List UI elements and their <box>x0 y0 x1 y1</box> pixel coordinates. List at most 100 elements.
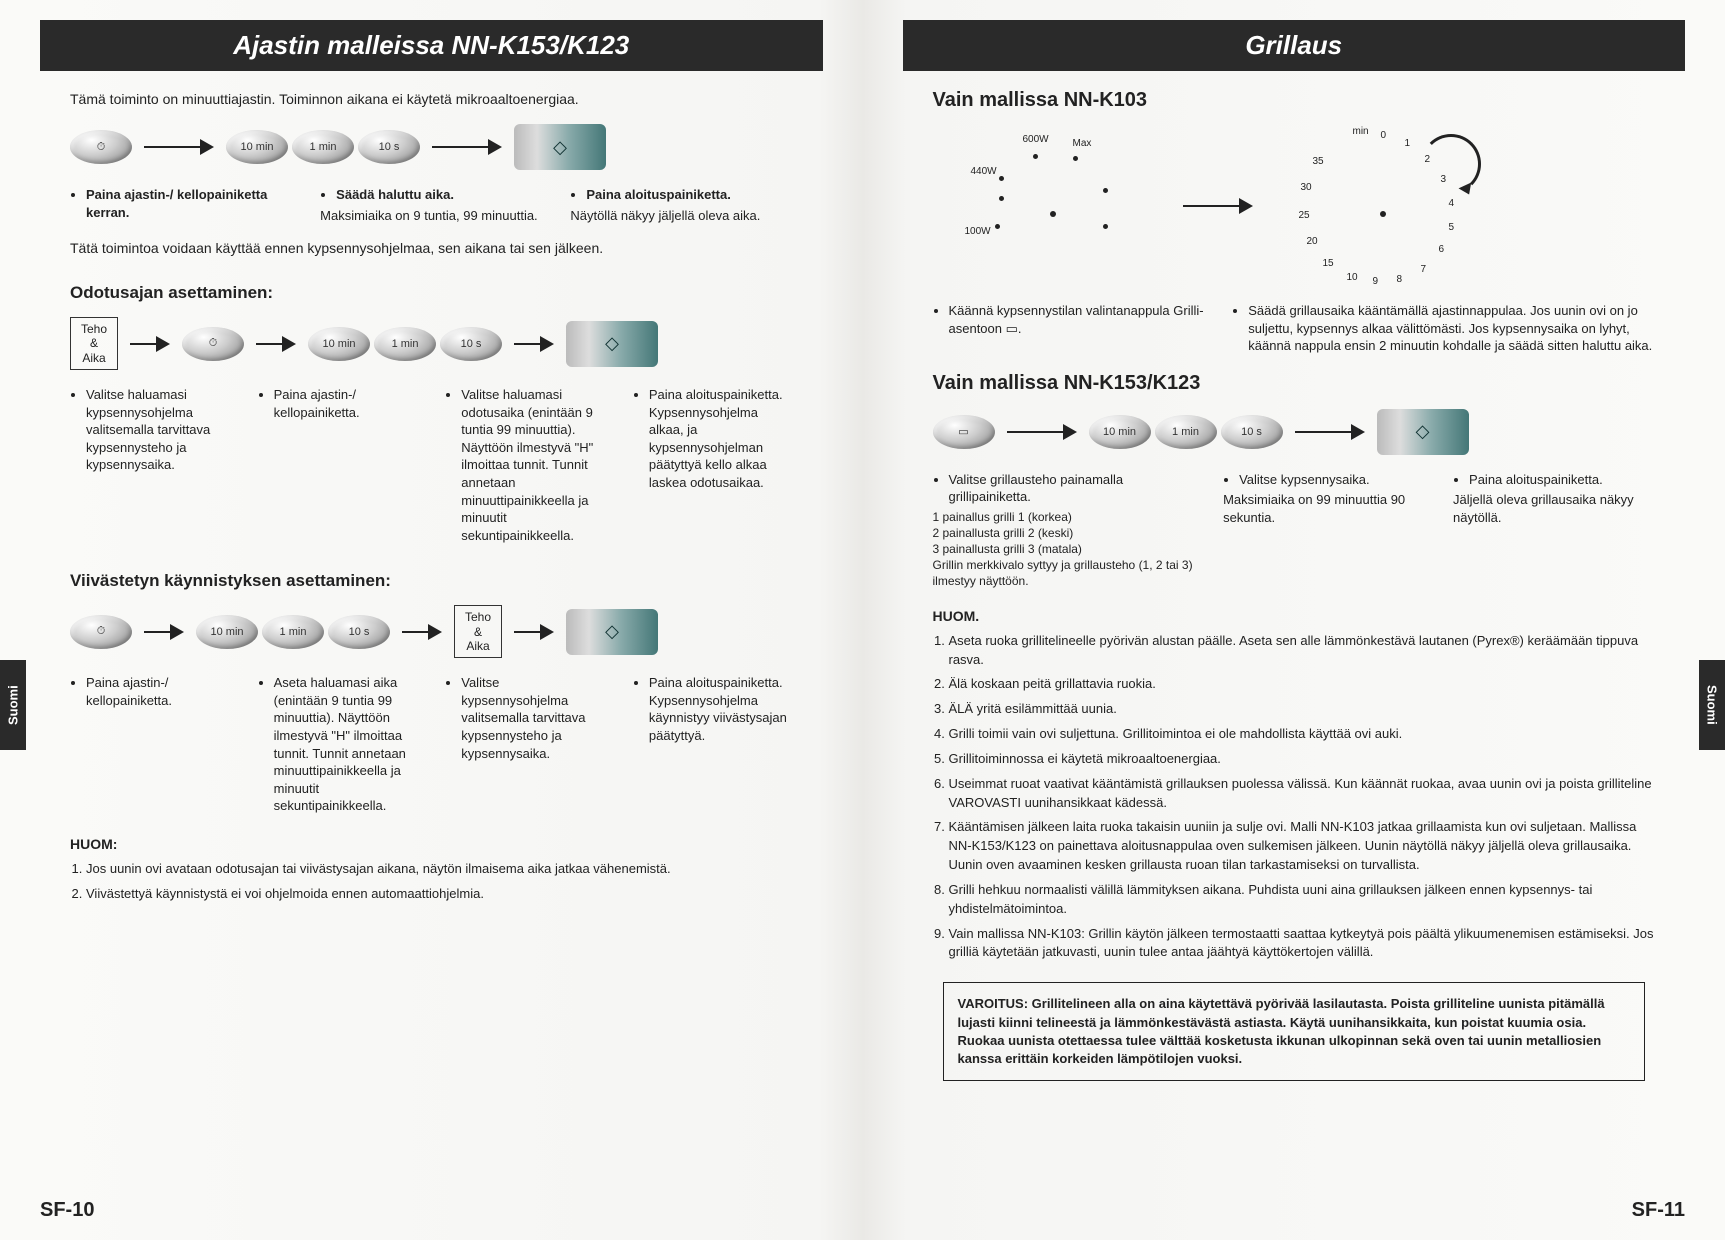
start-button-icon: ◇ <box>514 124 606 170</box>
dial-lbl-440w: 440W <box>971 166 997 177</box>
arrow-icon <box>1007 428 1077 436</box>
dial-n15: 15 <box>1323 258 1334 269</box>
d3c1: Paina ajastin-/ kellopainiketta. <box>86 674 230 709</box>
oval-10s: 10 s <box>1221 415 1283 449</box>
huom-label: HUOM: <box>70 836 793 852</box>
oval-10min: 10 min <box>196 615 258 649</box>
arrow-icon <box>514 340 554 348</box>
dr-c2b: Maksimiaika on 99 minuuttia 90 sekuntia. <box>1223 491 1425 526</box>
warning-text: VAROITUS: Grillitelineen alla on aina kä… <box>958 996 1605 1066</box>
start-button-icon: ◇ <box>566 321 658 367</box>
rn2: Älä koskaan peitä grillattavia ruokia. <box>949 675 1656 694</box>
timer-dial: min 0 1 2 3 4 5 6 7 8 9 10 15 20 25 30 3… <box>1293 126 1473 286</box>
dial-n8: 8 <box>1397 274 1403 285</box>
arrow-icon <box>432 143 502 151</box>
desc-row-2: Valitse haluamasi kypsennysohjelma valit… <box>70 386 793 547</box>
dial-n7: 7 <box>1421 264 1427 275</box>
dr-c1t: Valitse grillausteho painamalla grillipa… <box>949 471 1196 506</box>
icon-row-1: ⏱ 10 min 1 min 10 s ◇ <box>70 124 793 170</box>
rn1: Aseta ruoka grillitelineelle pyörivän al… <box>949 632 1656 670</box>
dial-n0: 0 <box>1381 130 1387 141</box>
dial-n20: 20 <box>1307 236 1318 247</box>
rn7: Kääntämisen jälkeen laita ruoka takaisin… <box>949 818 1656 875</box>
oval-1min: 1 min <box>1155 415 1217 449</box>
d2c2: Paina ajastin-/ kellopainiketta. <box>274 386 418 421</box>
dial-n30: 30 <box>1301 182 1312 193</box>
side-tab-suomi: Suomi <box>0 660 26 750</box>
dial-lbl-600w: 600W <box>1023 134 1049 145</box>
left-title: Ajastin malleissa NN-K153/K123 <box>40 20 823 71</box>
arrow-icon <box>1183 202 1253 210</box>
page-num-left: SF-10 <box>40 1199 94 1222</box>
clock-icon: ⏱ <box>182 327 244 361</box>
oval-1min: 1 min <box>292 130 354 164</box>
d1c1-t: Paina ajastin-/ kellopainiketta kerran. <box>86 187 267 220</box>
warning-box: VAROITUS: Grillitelineen alla on aina kä… <box>943 982 1646 1081</box>
dial-n9: 9 <box>1373 276 1379 287</box>
d2c3: Valitse haluamasi odotusaika (enintään 9… <box>461 386 605 544</box>
oval-10s: 10 s <box>440 327 502 361</box>
left-huom-list: Jos uunin ovi avataan odotusajan tai vii… <box>86 860 793 904</box>
grill-icon: ▭ <box>933 415 995 449</box>
d2c1: Valitse haluamasi kypsennysohjelma valit… <box>86 386 230 474</box>
dr-c2t: Valitse kypsennysaika. <box>1239 471 1425 489</box>
rn8: Grilli hehkuu normaalisti välillä lämmit… <box>949 881 1656 919</box>
arrow-icon <box>144 143 214 151</box>
huom-2: Viivästettyä käynnistystä ei voi ohjelmo… <box>86 885 793 904</box>
desc-dials: Käännä kypsennystilan valintanappula Gri… <box>933 302 1656 358</box>
huom-label-r: HUOM. <box>933 608 1656 624</box>
arrow-icon <box>256 340 296 348</box>
d3c3: Valitse kypsennysohjelma valitsemalla ta… <box>461 674 605 762</box>
rn5: Grillitoiminnossa ei käytetä mikroaaltoe… <box>949 750 1656 769</box>
desc-row-1: Paina ajastin-/ kellopainiketta kerran. … <box>70 186 793 224</box>
d1c2-t: Säädä haluttu aika. <box>336 187 454 202</box>
oval-10min: 10 min <box>1089 415 1151 449</box>
sec2-title: Odotusajan asettaminen: <box>70 283 793 303</box>
dial-lbl-min: min <box>1353 126 1369 137</box>
dial-n10: 10 <box>1347 272 1358 283</box>
oval-10min: 10 min <box>308 327 370 361</box>
arrow-icon <box>402 628 442 636</box>
time-ovals: 10 min 1 min 10 s <box>226 130 420 164</box>
dial-n6: 6 <box>1439 244 1445 255</box>
dr-c1b: 1 painallus grilli 1 (korkea) 2 painallu… <box>933 509 1196 590</box>
dd-c1: Käännä kypsennystilan valintanappula Gri… <box>949 302 1205 337</box>
arrow-icon <box>144 628 184 636</box>
dial-n5: 5 <box>1449 222 1455 233</box>
oval-10s: 10 s <box>358 130 420 164</box>
d3c4: Paina aloituspainiketta. Kypsennysohjelm… <box>649 674 793 744</box>
teho-box: Teho & Aika <box>70 317 118 370</box>
dial-n25: 25 <box>1299 210 1310 221</box>
rn4: Grilli toimii vain ovi suljettuna. Grill… <box>949 725 1656 744</box>
d1c3-t: Paina aloituspainiketta. <box>586 187 731 202</box>
page-num-right: SF-11 <box>1632 1199 1685 1222</box>
page-left: Ajastin malleissa NN-K153/K123 Tämä toim… <box>0 0 863 1240</box>
start-button-icon: ◇ <box>1377 409 1469 455</box>
rn6: Useimmat ruoat vaativat kääntämistä gril… <box>949 775 1656 813</box>
d3c2: Aseta haluamasi aika (enintään 9 tuntia … <box>274 674 418 814</box>
oval-10min: 10 min <box>226 130 288 164</box>
start-button-icon: ◇ <box>566 609 658 655</box>
power-dial: 440W 600W Max 100W <box>963 126 1143 286</box>
arrow-icon <box>1295 428 1365 436</box>
arrow-icon <box>130 340 170 348</box>
icon-row-2: Teho & Aika ⏱ 10 min 1 min 10 s ◇ <box>70 317 793 370</box>
page-right: Grillaus Vain mallissa NN-K103 440W 600W… <box>863 0 1725 1240</box>
dial-n1: 1 <box>1405 138 1411 149</box>
teho-box: Teho & Aika <box>454 605 502 658</box>
dr-c3t: Paina aloituspainiketta. <box>1469 471 1655 489</box>
d1c3-b: Näytöllä näkyy jäljellä oleva aika. <box>570 207 792 225</box>
dial-n35: 35 <box>1313 156 1324 167</box>
dd-c2: Säädä grillausaika kääntämällä ajastinna… <box>1248 302 1655 355</box>
oval-10s: 10 s <box>328 615 390 649</box>
dial-lbl-max: Max <box>1073 138 1092 149</box>
icon-row-r: ▭ 10 min 1 min 10 s ◇ <box>933 409 1656 455</box>
clock-icon: ⏱ <box>70 130 132 164</box>
right-title: Grillaus <box>903 20 1686 71</box>
side-tab-suomi: Suomi <box>1699 660 1725 750</box>
huom-1: Jos uunin ovi avataan odotusajan tai vii… <box>86 860 793 879</box>
oval-1min: 1 min <box>262 615 324 649</box>
icon-row-3: ⏱ 10 min 1 min 10 s Teho & Aika ◇ <box>70 605 793 658</box>
desc-row-r: Valitse grillausteho painamalla grillipa… <box>933 471 1656 590</box>
sec3-title: Viivästetyn käynnistyksen asettaminen: <box>70 571 793 591</box>
